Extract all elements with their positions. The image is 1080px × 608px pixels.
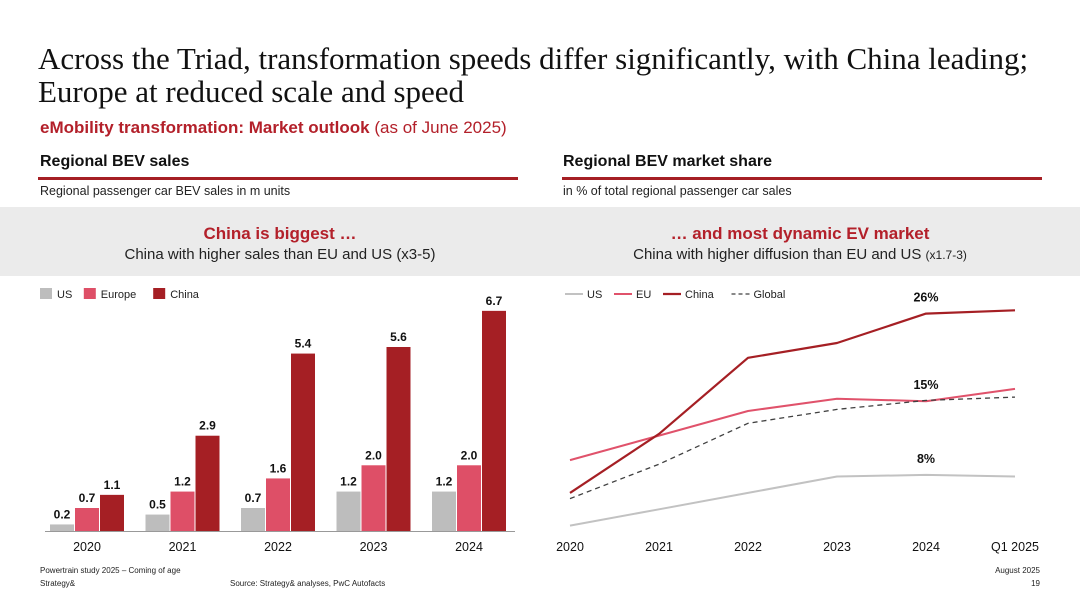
bar-label-us-2022: 0.7: [245, 491, 262, 505]
legend-label-china: China: [170, 289, 200, 301]
left-section-rule: [38, 177, 518, 180]
bar-china-2020: [100, 494, 124, 531]
right-section-heading: Regional BEV market share: [563, 153, 772, 170]
x-tick-2020: 2020: [73, 540, 101, 554]
x-tick-2022: 2022: [264, 540, 292, 554]
bar-label-china-2021: 2.9: [199, 419, 216, 433]
bev-share-line-chart: US EU China Global 26% 15% 8% 2020 2021 2022 2023 2…: [556, 289, 1039, 554]
left-band-title: China is biggest …: [203, 224, 357, 243]
bar-us-2021: [145, 514, 170, 531]
x-tick-2023: 2023: [360, 540, 388, 554]
bar-us-2023: [336, 491, 361, 531]
right-band-title: … and most dynamic EV market: [670, 224, 930, 243]
bar-china-2022: [291, 353, 315, 531]
bar-china-2024: [482, 310, 506, 531]
bar-label-us-2020: 0.2: [54, 507, 71, 521]
right-section-rule: [562, 177, 1042, 180]
bar-europe-2020: [75, 508, 99, 531]
left-section-heading: Regional BEV sales: [40, 153, 190, 170]
subtitle-bold: eMobility transformation: Market outlook: [40, 118, 370, 137]
bar-label-europe-2020: 0.7: [79, 491, 96, 505]
left-section-description: Regional passenger car BEV sales in m un…: [40, 184, 291, 198]
slide-subtitle: eMobility transformation: Market outlook…: [40, 118, 507, 138]
legend-label-global: Global: [754, 289, 786, 301]
bar-label-europe-2023: 2.0: [365, 448, 382, 462]
annotation-china: 26%: [913, 291, 938, 305]
bev-sales-bar-chart: US Europe China 0.2 0.7 1.1 2020 0.5 1.2 2.9 2021 0…: [40, 288, 515, 554]
legend-swatch-china: [153, 288, 166, 299]
bar-europe-2023: [361, 465, 386, 531]
bar-label-europe-2024: 2.0: [461, 448, 478, 462]
x-tick-q1-2025: Q1 2025: [991, 540, 1039, 554]
bar-china-2023: [386, 347, 411, 531]
bar-us-2024: [432, 491, 456, 531]
x-tick-2021: 2021: [169, 540, 197, 554]
bar-label-us-2023: 1.2: [340, 475, 357, 489]
bar-label-china-2024: 6.7: [486, 294, 503, 308]
annotation-us: 8%: [917, 452, 935, 466]
right-section-description: in % of total regional passenger car sal…: [563, 184, 792, 198]
legend-swatch-us: [40, 288, 52, 299]
footer-study: Powertrain study 2025 – Coming of age: [40, 566, 181, 575]
x-tick-2021: 2021: [645, 540, 673, 554]
bar-label-china-2022: 5.4: [295, 337, 312, 351]
right-band-subtitle-main: China with higher diffusion than EU and …: [633, 246, 922, 263]
bar-europe-2022: [266, 478, 290, 531]
x-tick-2020: 2020: [556, 540, 584, 554]
line-eu: [569, 387, 1016, 462]
bar-label-us-2021: 0.5: [149, 498, 166, 512]
line-global: [569, 396, 1016, 500]
legend-swatch-europe: [83, 288, 96, 299]
bar-china-2021: [195, 435, 220, 531]
line-china: [569, 309, 1016, 494]
bar-us-2020: [50, 524, 74, 531]
bar-label-china-2023: 5.6: [390, 330, 407, 344]
line-us: [569, 473, 1016, 527]
bar-label-us-2024: 1.2: [436, 475, 453, 489]
left-band-subtitle: China with higher sales than EU and US (…: [124, 246, 436, 263]
subtitle-normal: (as of June 2025): [374, 118, 507, 137]
right-band-subtitle: China with higher diffusion than EU and …: [560, 246, 1040, 263]
key-message-band: [0, 207, 1080, 276]
legend-label-china: China: [685, 289, 715, 301]
bar-europe-2021: [170, 491, 195, 531]
bar-us-2022: [241, 508, 265, 531]
x-tick-2024: 2024: [912, 540, 940, 554]
legend-label-us: US: [57, 289, 72, 301]
annotation-eu: 15%: [913, 378, 938, 392]
x-tick-2024: 2024: [455, 540, 483, 554]
slide-title: Across the Triad, transformation speeds …: [38, 41, 1029, 109]
x-tick-2022: 2022: [734, 540, 762, 554]
footer-date: August 2025: [995, 566, 1040, 575]
bar-label-europe-2022: 1.6: [270, 461, 287, 475]
bar-label-europe-2021: 1.2: [174, 475, 191, 489]
right-band-subtitle-small: (x1.7-3): [925, 248, 967, 262]
bar-label-china-2020: 1.1: [104, 478, 121, 492]
footer-source: Source: Strategy& analyses, PwC Autofact…: [230, 579, 386, 588]
legend-label-us: US: [587, 289, 602, 301]
footer-page: 19: [1031, 579, 1040, 588]
bar-europe-2024: [457, 465, 481, 531]
legend-label-europe: Europe: [101, 289, 136, 301]
x-tick-2023: 2023: [823, 540, 851, 554]
footer-brand: Strategy&: [40, 579, 76, 588]
legend-label-eu: EU: [636, 289, 651, 301]
